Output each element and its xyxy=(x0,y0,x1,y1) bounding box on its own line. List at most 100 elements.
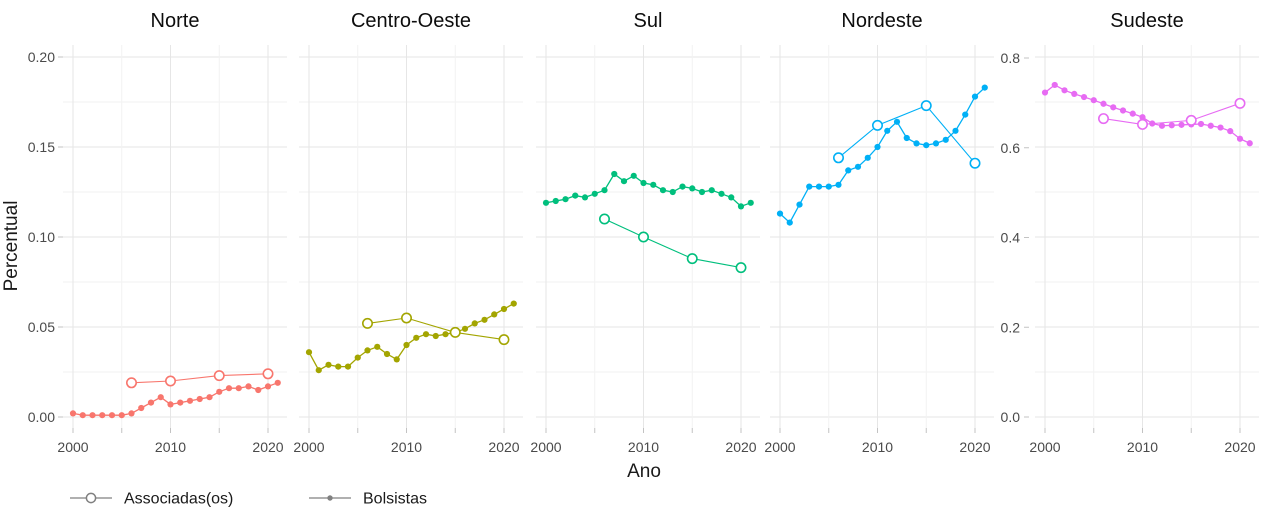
bolsistas-line-centro-oeste xyxy=(308,303,515,372)
bolsistas-point-sudeste xyxy=(1236,135,1244,142)
bolsistas-point-nordeste xyxy=(884,127,891,134)
x-tick-label: 2000 xyxy=(530,439,561,455)
associadas-point-centro-oeste xyxy=(498,334,510,346)
bolsistas-point-sudeste xyxy=(1080,93,1088,101)
bolsistas-point-nordeste xyxy=(913,140,920,147)
bolsistas-point-sul xyxy=(708,187,715,194)
associadas-point-sul xyxy=(735,262,747,274)
x-tick-label: 2010 xyxy=(1127,439,1158,455)
bolsistas-point-sudeste xyxy=(1061,87,1068,94)
bolsistas-point-norte xyxy=(157,394,164,401)
y-tick-label-right: 0.4 xyxy=(1001,230,1021,246)
bolsistas-point-sul xyxy=(718,190,725,197)
facet-title-nordeste: Nordeste xyxy=(841,10,922,32)
bolsistas-point-norte xyxy=(89,412,96,419)
bolsistas-point-norte xyxy=(118,412,125,419)
bolsistas-line-norte xyxy=(72,382,278,416)
bolsistas-point-sul xyxy=(659,187,667,194)
y-tick-label-right: 0.8 xyxy=(1001,50,1021,66)
bolsistas-point-sudeste xyxy=(1168,122,1175,129)
x-axis-title: Ano xyxy=(627,461,661,482)
bolsistas-point-norte xyxy=(167,401,174,408)
x-tick-label: 2000 xyxy=(764,439,795,455)
facet-panel-sudeste: 2000 2010 2020 Sudeste xyxy=(1029,10,1259,455)
y-tick-label-left: 0.15 xyxy=(28,139,55,155)
y-tick-label-left: 0.10 xyxy=(28,229,55,245)
facet-panel-norte: 2000 2010 2020 Norte xyxy=(57,10,287,455)
legend-label-bolsistas: Bolsistas xyxy=(363,491,427,508)
bolsistas-point-norte xyxy=(235,385,242,392)
x-tick-label: 2010 xyxy=(628,439,659,455)
bolsistas-line-sudeste xyxy=(1044,84,1251,144)
associadas-point-norte xyxy=(213,370,225,382)
bolsistas-point-sul xyxy=(747,199,754,206)
bolsistas-point-norte xyxy=(245,383,252,390)
x-tick-label: 2000 xyxy=(293,439,324,455)
associadas-line-centro-oeste xyxy=(367,317,505,341)
x-tick-label: 2000 xyxy=(57,439,88,455)
bolsistas-point-centro-oeste xyxy=(491,311,498,318)
legend-label-associadas: Associadas(os) xyxy=(124,491,233,508)
bolsistas-point-nordeste xyxy=(786,219,793,226)
bolsistas-point-nordeste xyxy=(923,142,930,149)
bolsistas-point-nordeste xyxy=(903,134,910,142)
bolsistas-point-sudeste xyxy=(1227,128,1234,135)
associadas-point-norte xyxy=(126,377,138,389)
x-tick-label: 2020 xyxy=(488,439,519,455)
bolsistas-point-norte xyxy=(128,410,135,417)
bolsistas-point-norte xyxy=(255,386,262,394)
facet-title-sudeste: Sudeste xyxy=(1110,10,1183,32)
bolsistas-point-nordeste xyxy=(845,167,852,174)
bolsistas-point-centro-oeste xyxy=(354,354,361,361)
associadas-point-sul xyxy=(686,253,698,265)
bolsistas-point-nordeste xyxy=(776,210,784,217)
bolsistas-point-sul xyxy=(601,187,608,194)
associadas-point-centro-oeste xyxy=(449,326,461,338)
bolsistas-point-nordeste xyxy=(864,154,871,161)
bolsistas-point-nordeste xyxy=(806,183,813,190)
bolsistas-point-sul xyxy=(669,188,676,196)
legend-key-bolsistas: Bolsistas xyxy=(309,491,427,508)
bolsistas-point-sudeste xyxy=(1207,122,1214,129)
x-tick-label: 2020 xyxy=(252,439,283,455)
legend-key-associadas: Associadas(os) xyxy=(70,491,233,508)
bolsistas-point-centro-oeste xyxy=(364,347,371,354)
bolsistas-point-sudeste xyxy=(1100,100,1107,107)
associadas-point-sul xyxy=(637,231,649,243)
bolsistas-point-centro-oeste xyxy=(510,300,517,307)
bolsistas-point-sul xyxy=(689,185,696,192)
bolsistas-point-nordeste xyxy=(825,183,832,190)
bolsistas-point-sudeste xyxy=(1119,107,1127,114)
associadas-point-nordeste xyxy=(920,100,932,112)
legend: Associadas(os) Bolsistas xyxy=(70,491,427,508)
bolsistas-line-sul xyxy=(545,173,751,208)
bolsistas-point-centro-oeste xyxy=(442,331,449,338)
associadas-point-nordeste xyxy=(832,152,844,164)
associadas-point-centro-oeste xyxy=(361,317,373,329)
bolsistas-point-centro-oeste xyxy=(383,350,391,358)
x-tick-label: 2000 xyxy=(1029,439,1060,455)
bolsistas-point-nordeste xyxy=(971,93,979,100)
associadas-point-sudeste xyxy=(1234,97,1246,109)
bolsistas-point-centro-oeste xyxy=(481,316,488,323)
legend-dot-icon xyxy=(327,495,333,501)
bolsistas-point-nordeste xyxy=(835,181,842,188)
associadas-point-norte xyxy=(165,375,177,387)
bolsistas-point-centro-oeste xyxy=(461,325,469,332)
bolsistas-point-norte xyxy=(138,404,145,412)
x-tick-label: 2020 xyxy=(959,439,990,455)
bolsistas-point-sudeste xyxy=(1090,97,1097,104)
y-tick-label-left: 0.05 xyxy=(28,319,55,335)
bolsistas-point-centro-oeste xyxy=(471,320,478,327)
associadas-point-sul xyxy=(598,213,610,225)
associadas-point-centro-oeste xyxy=(400,312,412,324)
bolsistas-point-nordeste xyxy=(942,136,949,143)
bolsistas-point-centro-oeste xyxy=(500,305,508,313)
bolsistas-point-norte xyxy=(99,412,106,419)
bolsistas-point-sul xyxy=(650,181,657,188)
associadas-point-sudeste xyxy=(1137,118,1149,130)
bolsistas-point-sul xyxy=(572,192,579,199)
bolsistas-point-sudeste xyxy=(1217,124,1224,131)
